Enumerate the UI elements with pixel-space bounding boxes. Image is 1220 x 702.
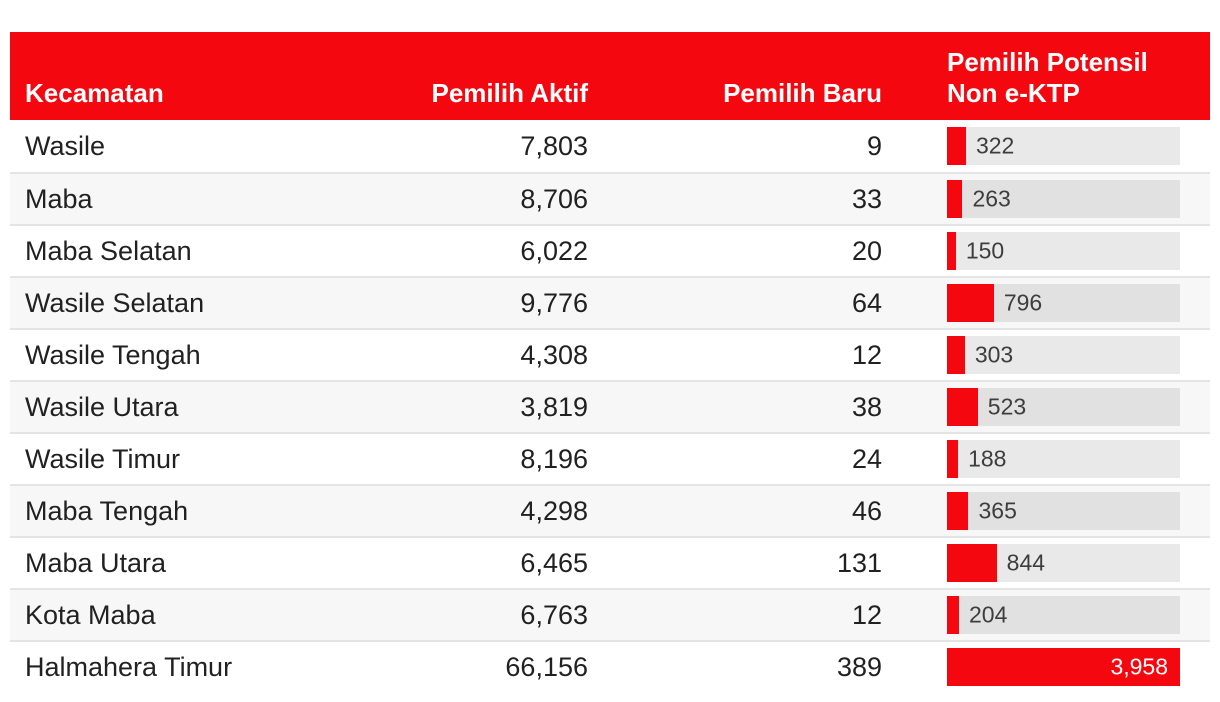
bar-track: 3,958 [947, 648, 1180, 686]
cell-kecamatan: Maba [25, 183, 93, 214]
bar-value-label: 303 [974, 341, 1014, 368]
bar-fill [947, 440, 959, 478]
cell-pemilih-baru: 12 [851, 599, 882, 630]
cell-pemilih-baru: 20 [851, 235, 882, 266]
cell-pemilih-potensil: 844 [890, 544, 1210, 582]
bar-fill [947, 648, 1180, 686]
bar-track: 844 [947, 544, 1180, 582]
cell-pemilih-potensil: 303 [890, 336, 1210, 374]
bar-fill [947, 284, 994, 322]
table-row: Wasile Utara 3,819 38 523 [10, 380, 1210, 432]
bar-fill [947, 544, 997, 582]
table-row: Wasile 7,803 9 322 [10, 120, 1210, 172]
cell-pemilih-aktif: 6,022 [520, 235, 588, 266]
col-header-pemilih-potensil-line2: Non e-KTP [947, 78, 1080, 108]
cell-pemilih-potensil: 365 [890, 492, 1210, 530]
table-header: Kecamatan Pemilih Aktif Pemilih Baru Pem… [10, 32, 1210, 120]
bar-fill [947, 336, 965, 374]
cell-pemilih-aktif: 7,803 [520, 130, 588, 161]
data-table: Kecamatan Pemilih Aktif Pemilih Baru Pem… [10, 32, 1210, 692]
cell-pemilih-aktif: 4,308 [520, 339, 588, 370]
bar-track: 322 [947, 127, 1180, 165]
cell-kecamatan: Halmahera Timur [25, 651, 233, 682]
table-row: Kota Maba 6,763 12 204 [10, 588, 1210, 640]
cell-pemilih-baru: 64 [851, 287, 882, 318]
col-header-pemilih-potensil: Pemilih Potensil Non e-KTP [890, 47, 1210, 109]
cell-pemilih-baru: 9 [866, 130, 882, 161]
cell-kecamatan: Maba Utara [25, 547, 167, 578]
table-row: Wasile Selatan 9,776 64 796 [10, 276, 1210, 328]
cell-pemilih-baru: 389 [836, 651, 882, 682]
cell-pemilih-baru: 12 [851, 339, 882, 370]
cell-pemilih-aktif: 6,763 [520, 599, 588, 630]
bar-fill [947, 388, 978, 426]
bar-track: 188 [947, 440, 1180, 478]
cell-kecamatan: Wasile Utara [25, 391, 179, 422]
bar-fill [947, 232, 956, 270]
table-row: Wasile Timur 8,196 24 188 [10, 432, 1210, 484]
bar-track: 263 [947, 180, 1180, 218]
cell-pemilih-aktif: 3,819 [520, 391, 588, 422]
bar-track: 796 [947, 284, 1180, 322]
table-row: Maba Selatan 6,022 20 150 [10, 224, 1210, 276]
col-header-pemilih-potensil-line1: Pemilih Potensil [947, 47, 1148, 77]
bar-track: 204 [947, 596, 1180, 634]
bar-value-label: 844 [1006, 549, 1046, 576]
cell-pemilih-aktif: 8,196 [520, 443, 588, 474]
bar-value-label: 263 [972, 185, 1011, 212]
cell-pemilih-aktif: 9,776 [520, 287, 588, 318]
bar-fill [947, 127, 966, 165]
table-row: Wasile Tengah 4,308 12 303 [10, 328, 1210, 380]
table-row: Maba 8,706 33 263 [10, 172, 1210, 224]
cell-pemilih-potensil: 204 [890, 596, 1210, 634]
bar-track: 303 [947, 336, 1180, 374]
cell-pemilih-aktif: 8,706 [520, 183, 588, 214]
col-header-kecamatan: Kecamatan [25, 78, 164, 108]
bar-fill [947, 492, 969, 530]
table-body: Wasile 7,803 9 322 Maba 8,706 33 263 Mab… [10, 120, 1210, 692]
cell-pemilih-potensil: 3,958 [890, 648, 1210, 686]
bar-fill [947, 180, 963, 218]
cell-pemilih-potensil: 150 [890, 232, 1210, 270]
cell-kecamatan: Wasile [25, 130, 106, 161]
cell-kecamatan: Wasile Tengah [25, 339, 201, 370]
bar-track: 150 [947, 232, 1180, 270]
bar-track: 365 [947, 492, 1180, 530]
bar-value-label: 365 [978, 497, 1017, 524]
cell-pemilih-aktif: 4,298 [520, 495, 588, 526]
bar-fill [947, 596, 959, 634]
bar-value-label: 3,958 [1110, 653, 1168, 680]
cell-pemilih-baru: 38 [851, 391, 882, 422]
cell-pemilih-baru: 24 [851, 443, 882, 474]
cell-pemilih-potensil: 796 [890, 284, 1210, 322]
col-header-pemilih-baru: Pemilih Baru [723, 78, 882, 108]
cell-pemilih-baru: 46 [851, 495, 882, 526]
bar-value-label: 150 [965, 237, 1005, 264]
bar-value-label: 188 [968, 445, 1007, 472]
bar-value-label: 322 [975, 132, 1015, 159]
cell-pemilih-potensil: 523 [890, 388, 1210, 426]
cell-pemilih-aktif: 6,465 [520, 547, 588, 578]
bar-value-label: 523 [987, 393, 1027, 420]
cell-kecamatan: Kota Maba [25, 599, 156, 630]
cell-kecamatan: Maba Selatan [25, 235, 192, 266]
cell-pemilih-baru: 33 [851, 183, 882, 214]
cell-kecamatan: Wasile Timur [25, 443, 181, 474]
cell-pemilih-aktif: 66,156 [505, 651, 588, 682]
cell-pemilih-baru: 131 [836, 547, 882, 578]
bar-value-label: 796 [1003, 289, 1043, 316]
table-row: Maba Tengah 4,298 46 365 [10, 484, 1210, 536]
cell-pemilih-potensil: 322 [890, 127, 1210, 165]
cell-pemilih-potensil: 188 [890, 440, 1210, 478]
table-row: Halmahera Timur 66,156 389 3,958 [10, 640, 1210, 692]
col-header-pemilih-aktif: Pemilih Aktif [431, 78, 588, 108]
table-row: Maba Utara 6,465 131 844 [10, 536, 1210, 588]
cell-kecamatan: Maba Tengah [25, 495, 189, 526]
bar-value-label: 204 [969, 601, 1008, 628]
bar-track: 523 [947, 388, 1180, 426]
cell-pemilih-potensil: 263 [890, 180, 1210, 218]
cell-kecamatan: Wasile Selatan [25, 287, 205, 318]
